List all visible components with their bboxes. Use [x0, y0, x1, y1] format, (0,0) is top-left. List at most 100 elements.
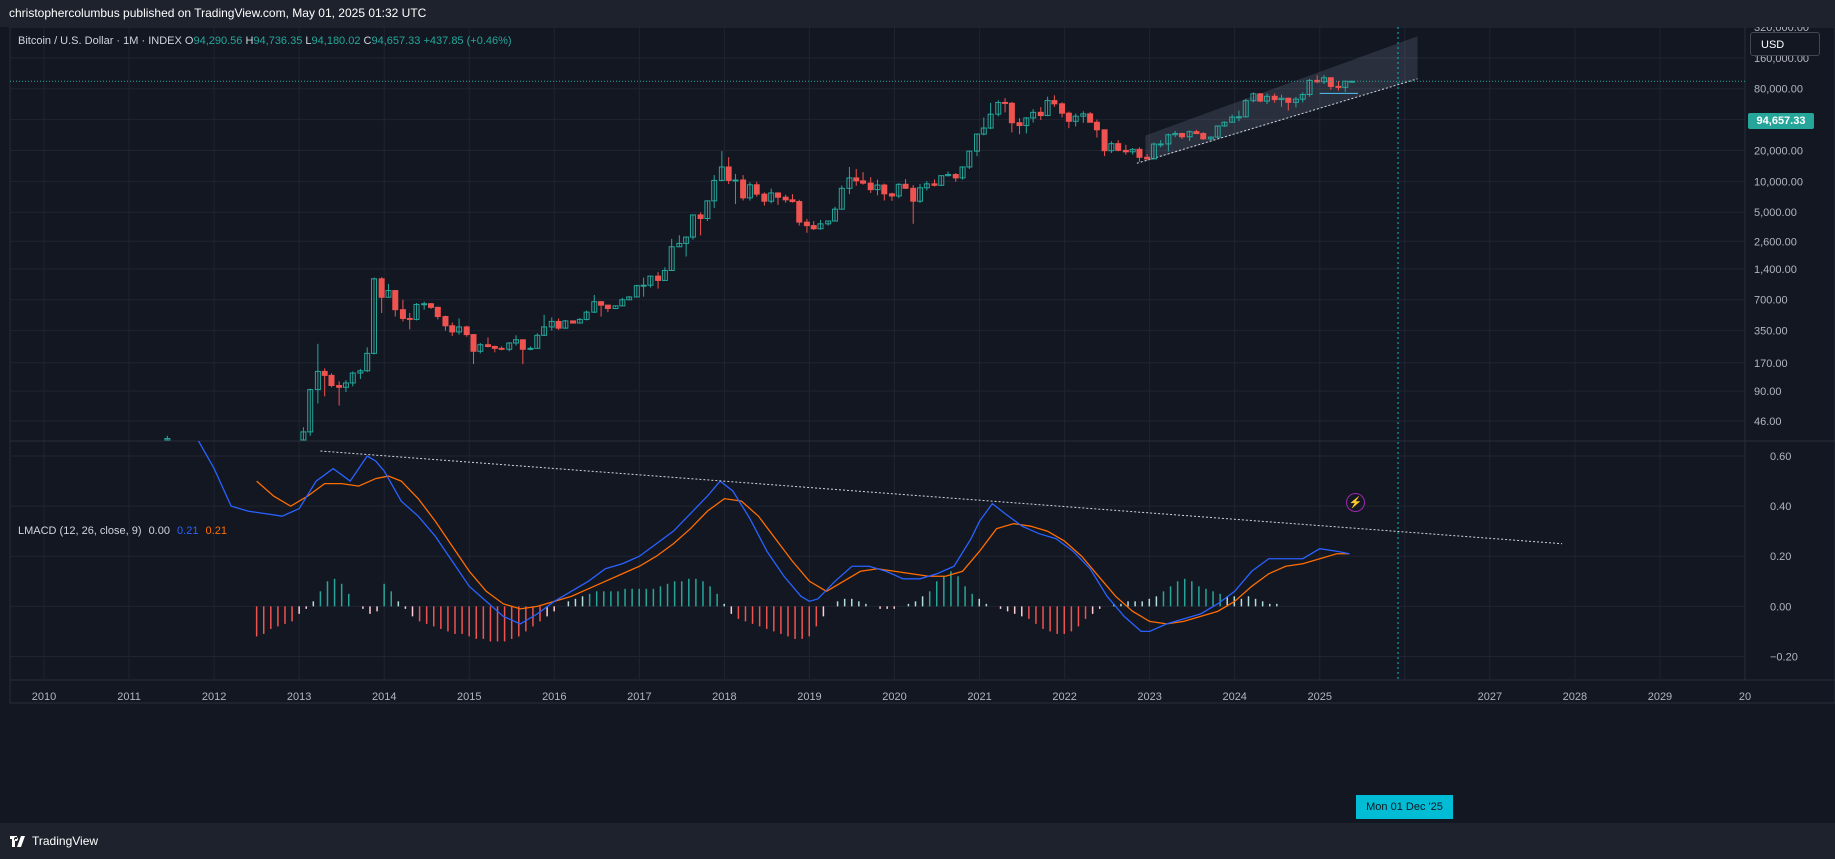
price-tick-label: 80,000.00: [1754, 84, 1803, 96]
candle-up: [371, 278, 378, 354]
publisher-line: christophercolumbus published on Trading…: [9, 6, 427, 20]
candle-down: [1065, 112, 1072, 122]
candle-up: [1242, 100, 1249, 118]
candle-down: [1087, 113, 1094, 123]
price-tick-label: 10,000.00: [1754, 176, 1803, 188]
time-tick-label: 2016: [542, 691, 566, 703]
candle-up: [945, 174, 952, 177]
candle-up: [1150, 143, 1157, 160]
candle-up: [633, 285, 640, 298]
candle-up: [711, 179, 718, 202]
candle-up: [385, 290, 392, 298]
candle-up: [1108, 143, 1115, 152]
candle-down: [442, 316, 449, 327]
close-key: C: [363, 35, 372, 47]
candle-down: [1193, 131, 1200, 135]
candle-up: [541, 326, 548, 336]
chart-svg[interactable]: 320,000.00160,000.0080,000.0040,000.0020…: [0, 27, 1835, 823]
candle-up: [456, 326, 463, 333]
candle-up: [768, 192, 775, 202]
candle-up: [987, 113, 994, 129]
candle-up: [640, 284, 647, 287]
lightning-icon[interactable]: ⚡: [1346, 493, 1365, 512]
time-tick-label: 2022: [1052, 691, 1076, 703]
publisher-bar: christophercolumbus published on Trading…: [0, 0, 1835, 27]
candle-down: [881, 184, 888, 195]
candle-up: [1321, 77, 1328, 83]
candle-up: [506, 342, 513, 350]
candle-up: [164, 438, 171, 441]
candle-down: [952, 174, 959, 179]
candle-down: [888, 193, 895, 197]
candle-up: [1306, 79, 1313, 96]
time-tick-label: 2024: [1222, 691, 1246, 703]
currency-button[interactable]: USD: [1750, 32, 1820, 56]
open-value: 94,290.56: [193, 35, 243, 47]
candle-down: [336, 385, 343, 388]
macd-tick-label: 0.20: [1770, 551, 1791, 563]
candle-down: [725, 166, 732, 181]
candle-down: [1136, 148, 1143, 158]
macd-hist-value: 0.00: [148, 525, 170, 537]
candle-down: [867, 182, 874, 191]
candle-up: [980, 127, 987, 135]
candle-down: [463, 326, 470, 336]
candle-down: [1178, 133, 1185, 138]
time-tick-label: 2019: [797, 691, 821, 703]
candle-down: [378, 278, 385, 298]
candle-down: [1200, 133, 1207, 140]
candle-down: [1002, 101, 1009, 104]
candle-up: [591, 301, 598, 313]
low-key: L: [305, 35, 312, 47]
macd-signal-value: 0.21: [205, 525, 227, 537]
price-tick-label: 90.00: [1754, 386, 1782, 398]
candle-down: [498, 347, 505, 350]
time-tick-label: 2020: [882, 691, 906, 703]
macd-name: LMACD (12, 26, close, 9): [18, 525, 142, 537]
macd-legend: LMACD (12, 26, close, 9) 0.00 0.21 0.21: [18, 525, 227, 537]
candle-down: [604, 304, 611, 309]
candle-up: [583, 311, 590, 320]
candle-down: [484, 344, 491, 347]
candle-up: [838, 187, 845, 210]
support-trendline: [1136, 78, 1418, 164]
price-tick-label: 350.00: [1754, 326, 1788, 338]
candle-down: [321, 370, 328, 376]
price-tick-label: 2,600.00: [1754, 236, 1797, 248]
time-tick-label: 2027: [1478, 691, 1502, 703]
time-tick-label: 2025: [1308, 691, 1332, 703]
open-key: O: [184, 35, 194, 47]
candle-up: [817, 223, 824, 230]
price-tick-label: 46.00: [1754, 416, 1782, 428]
candle-down: [655, 275, 662, 281]
candle-up: [895, 183, 902, 197]
candle-up: [1080, 113, 1087, 117]
candle-up: [831, 208, 838, 222]
candle-down: [1122, 149, 1129, 153]
candle-up: [314, 370, 321, 391]
candle-up: [1157, 143, 1164, 146]
candle-up: [1023, 117, 1030, 127]
candle-up: [364, 352, 371, 372]
time-tick-label: 2015: [457, 691, 481, 703]
candle-down: [1037, 111, 1044, 117]
candle-down: [1059, 103, 1066, 114]
candle-down: [853, 177, 860, 182]
chart-area[interactable]: [0, 27, 1835, 823]
candle-up: [342, 382, 349, 388]
candle-down: [392, 290, 399, 311]
candle-down: [470, 334, 477, 352]
candle-up: [562, 320, 569, 329]
candle-up: [974, 133, 981, 152]
candle-up: [1214, 125, 1221, 138]
candle-down: [782, 196, 789, 201]
candle-down: [789, 199, 796, 203]
high-value: 94,736.35: [253, 35, 303, 47]
time-tick-label: 2029: [1648, 691, 1672, 703]
time-tick-label: 2023: [1137, 691, 1161, 703]
candle-down: [1115, 143, 1122, 151]
tradingview-logo[interactable]: TradingView: [10, 834, 98, 848]
candle-up: [1207, 136, 1214, 140]
candle-down: [1285, 97, 1292, 103]
footer-bar: TradingView: [0, 823, 1835, 859]
